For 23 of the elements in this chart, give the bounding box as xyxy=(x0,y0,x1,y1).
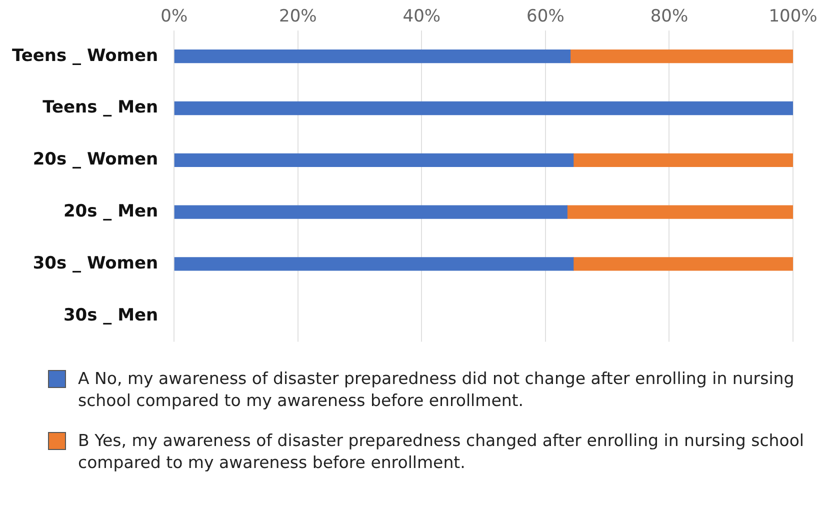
x-tick-label: 20% xyxy=(279,6,317,27)
bar xyxy=(572,257,793,271)
bar xyxy=(572,153,793,167)
y-tick-label: 30s _ Men xyxy=(63,305,158,326)
x-tick-label: 80% xyxy=(650,6,688,27)
legend-label: A No, my awareness of disaster preparedness did not change after enrolling in nursing school compared to my awareness before enrollment. xyxy=(78,368,796,412)
legend-label: B Yes, my awareness of disaster preparedness changed after enrolling in nursing school compared to my awareness before enrollment. xyxy=(78,430,806,474)
bar xyxy=(174,153,574,167)
bar xyxy=(174,205,568,219)
bar xyxy=(174,101,793,116)
x-tick-label: 100% xyxy=(768,6,818,27)
bar xyxy=(570,50,793,64)
y-tick-label: Teens _ Women xyxy=(12,46,158,66)
y-tick-label: 20s _ Men xyxy=(63,201,158,222)
y-tick-label: 30s _ Women xyxy=(32,253,158,274)
x-tick-label: 0% xyxy=(160,6,188,27)
x-tick-label: 60% xyxy=(526,6,564,27)
x-tick-label: 40% xyxy=(402,6,441,27)
y-tick-label: 20s _ Women xyxy=(32,150,158,170)
bar xyxy=(174,50,571,64)
bar xyxy=(174,257,574,271)
bar xyxy=(566,205,793,219)
y-tick-label: Teens _ Men xyxy=(42,98,158,118)
